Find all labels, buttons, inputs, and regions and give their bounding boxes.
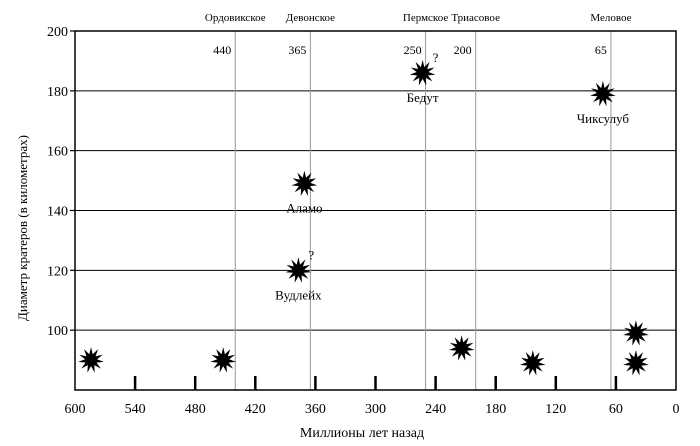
x-tick-label: 360 (305, 402, 326, 417)
x-tick-label: 480 (185, 402, 206, 417)
crater-label: Чиксулуб (577, 111, 630, 126)
period-name: Ордовикское (205, 12, 266, 24)
period-name: Меловое (590, 12, 631, 24)
point-layer: Аламо Вудлейх? Бедут? Чиксулуб (78, 50, 649, 376)
x-axis-label: Миллионы лет назад (300, 426, 424, 441)
starburst-icon (291, 170, 318, 196)
x-tick-label: 180 (485, 402, 506, 417)
uncertain-mark: ? (308, 247, 314, 262)
starburst-icon (78, 347, 104, 373)
period-name: Девонское (286, 12, 335, 24)
period-age: 200 (454, 43, 472, 57)
period-name: Пермское (403, 12, 448, 24)
starburst-icon (623, 350, 649, 376)
crater-label: Аламо (286, 201, 322, 216)
starburst-icon (409, 59, 436, 86)
x-tick-label: 120 (545, 402, 566, 417)
crater-label: Вудлейх (275, 287, 322, 302)
period-age: 65 (595, 43, 607, 57)
x-tick-label: 60 (609, 402, 623, 417)
starburst-icon (448, 335, 475, 361)
starburst-icon (623, 320, 649, 346)
y-axis: 100 120 140 160 180 200 (47, 25, 75, 339)
starburst-icon (210, 347, 237, 373)
x-tick-label: 240 (425, 402, 446, 417)
x-tick-label: 0 (673, 402, 680, 417)
period-age: 440 (213, 43, 231, 57)
x-tick-label: 420 (245, 402, 266, 417)
y-tick-label: 180 (47, 85, 68, 100)
uncertain-mark: ? (433, 50, 439, 65)
period-age: 250 (404, 43, 422, 57)
period-name: Триасовое (451, 12, 500, 24)
y-tick-label: 120 (47, 264, 68, 279)
y-axis-label: Диаметр кратеров (в километрах) (15, 135, 30, 321)
x-tick-label: 600 (65, 402, 86, 417)
y-tick-label: 200 (47, 25, 68, 40)
y-tick-label: 160 (47, 145, 68, 160)
y-tick-label: 100 (47, 324, 68, 339)
grid-layer (75, 30, 676, 331)
x-tick-label: 300 (365, 402, 386, 417)
period-age: 365 (288, 43, 306, 57)
crater-label: Бедут (407, 90, 439, 105)
starburst-icon (285, 257, 312, 283)
starburst-icon (519, 350, 546, 376)
starburst-icon (590, 80, 616, 107)
y-tick-label: 140 (47, 205, 68, 220)
x-axis: 600 540 480 420 360 300 240 180 120 60 0 (65, 376, 680, 417)
period-layer: Ордовикское 440 Девонское 365 Пермское 250 Три… (205, 12, 632, 390)
x-tick-label: 540 (125, 402, 146, 417)
